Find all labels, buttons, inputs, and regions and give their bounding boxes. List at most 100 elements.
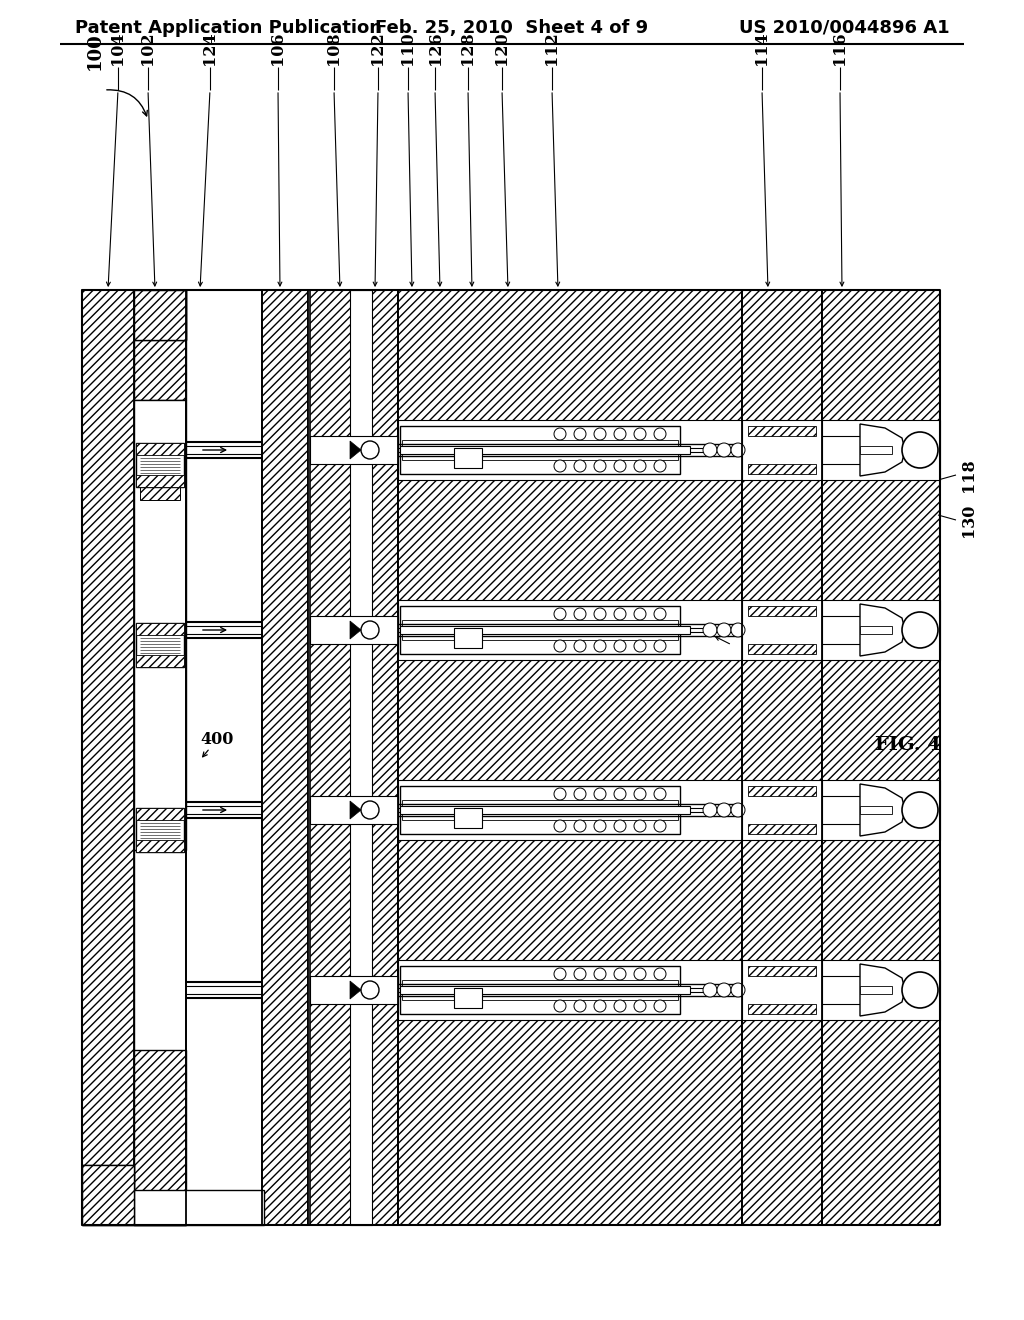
- Bar: [310, 290, 398, 1225]
- Circle shape: [554, 459, 566, 473]
- Bar: [134, 290, 186, 341]
- Circle shape: [361, 620, 379, 639]
- Bar: [822, 420, 940, 480]
- Circle shape: [654, 820, 666, 832]
- Bar: [308, 290, 310, 1225]
- Bar: [136, 840, 184, 851]
- Text: FIG. 4: FIG. 4: [874, 737, 941, 754]
- Circle shape: [554, 640, 566, 652]
- Circle shape: [574, 968, 586, 979]
- Bar: [900, 982, 930, 998]
- Bar: [134, 531, 186, 590]
- Circle shape: [614, 640, 626, 652]
- Bar: [136, 655, 184, 667]
- Bar: [136, 623, 184, 667]
- Circle shape: [594, 428, 606, 440]
- Circle shape: [554, 968, 566, 979]
- Circle shape: [554, 1001, 566, 1012]
- Bar: [134, 1191, 264, 1225]
- Bar: [822, 780, 940, 840]
- Circle shape: [594, 609, 606, 620]
- Circle shape: [654, 428, 666, 440]
- Circle shape: [594, 968, 606, 979]
- Text: 100: 100: [86, 32, 104, 70]
- Circle shape: [594, 640, 606, 652]
- Bar: [82, 1166, 134, 1225]
- Circle shape: [703, 803, 717, 817]
- Bar: [400, 426, 680, 474]
- Bar: [454, 808, 482, 828]
- Circle shape: [654, 609, 666, 620]
- Bar: [400, 606, 680, 653]
- Text: 116: 116: [831, 32, 849, 65]
- Circle shape: [614, 609, 626, 620]
- Circle shape: [902, 432, 938, 469]
- Bar: [822, 975, 862, 1005]
- Text: 431: 431: [720, 631, 754, 648]
- Circle shape: [574, 788, 586, 800]
- Bar: [350, 290, 372, 1225]
- Circle shape: [554, 428, 566, 440]
- Bar: [134, 290, 186, 1225]
- Bar: [134, 400, 186, 850]
- Bar: [748, 966, 816, 975]
- Bar: [822, 960, 940, 1020]
- Circle shape: [614, 428, 626, 440]
- Bar: [860, 446, 892, 454]
- Circle shape: [703, 444, 717, 457]
- Bar: [136, 444, 184, 455]
- Bar: [398, 960, 742, 1020]
- Circle shape: [717, 803, 731, 817]
- Circle shape: [574, 609, 586, 620]
- Circle shape: [614, 968, 626, 979]
- Circle shape: [703, 623, 717, 638]
- Circle shape: [654, 788, 666, 800]
- Text: 110: 110: [399, 32, 417, 65]
- Circle shape: [902, 972, 938, 1008]
- Bar: [398, 780, 742, 840]
- Bar: [822, 796, 862, 824]
- Circle shape: [361, 801, 379, 818]
- Bar: [454, 447, 482, 469]
- Bar: [748, 644, 816, 653]
- Bar: [402, 979, 678, 1001]
- Text: 104: 104: [110, 32, 127, 65]
- Circle shape: [731, 983, 745, 997]
- Text: 118: 118: [961, 458, 977, 492]
- Circle shape: [703, 983, 717, 997]
- Circle shape: [634, 609, 646, 620]
- Circle shape: [614, 459, 626, 473]
- Bar: [822, 290, 940, 1225]
- Bar: [134, 290, 186, 420]
- Polygon shape: [860, 784, 905, 836]
- Circle shape: [574, 459, 586, 473]
- Circle shape: [554, 820, 566, 832]
- Bar: [742, 780, 822, 840]
- Bar: [398, 420, 742, 480]
- Circle shape: [361, 981, 379, 999]
- Circle shape: [554, 788, 566, 800]
- Bar: [900, 622, 930, 638]
- Bar: [136, 808, 184, 820]
- Circle shape: [594, 788, 606, 800]
- Bar: [402, 620, 678, 640]
- Circle shape: [634, 968, 646, 979]
- Bar: [136, 444, 184, 487]
- Bar: [398, 601, 742, 660]
- Circle shape: [731, 444, 745, 457]
- Bar: [742, 601, 822, 660]
- Circle shape: [902, 612, 938, 648]
- Bar: [82, 290, 134, 1225]
- Circle shape: [594, 459, 606, 473]
- Text: 106: 106: [269, 32, 287, 65]
- Bar: [748, 426, 816, 436]
- Circle shape: [574, 428, 586, 440]
- Circle shape: [717, 623, 731, 638]
- Polygon shape: [350, 981, 361, 999]
- Bar: [400, 986, 690, 994]
- Bar: [742, 420, 822, 480]
- Bar: [136, 475, 184, 487]
- Bar: [454, 987, 482, 1008]
- Text: 120: 120: [494, 32, 511, 65]
- Bar: [860, 986, 892, 994]
